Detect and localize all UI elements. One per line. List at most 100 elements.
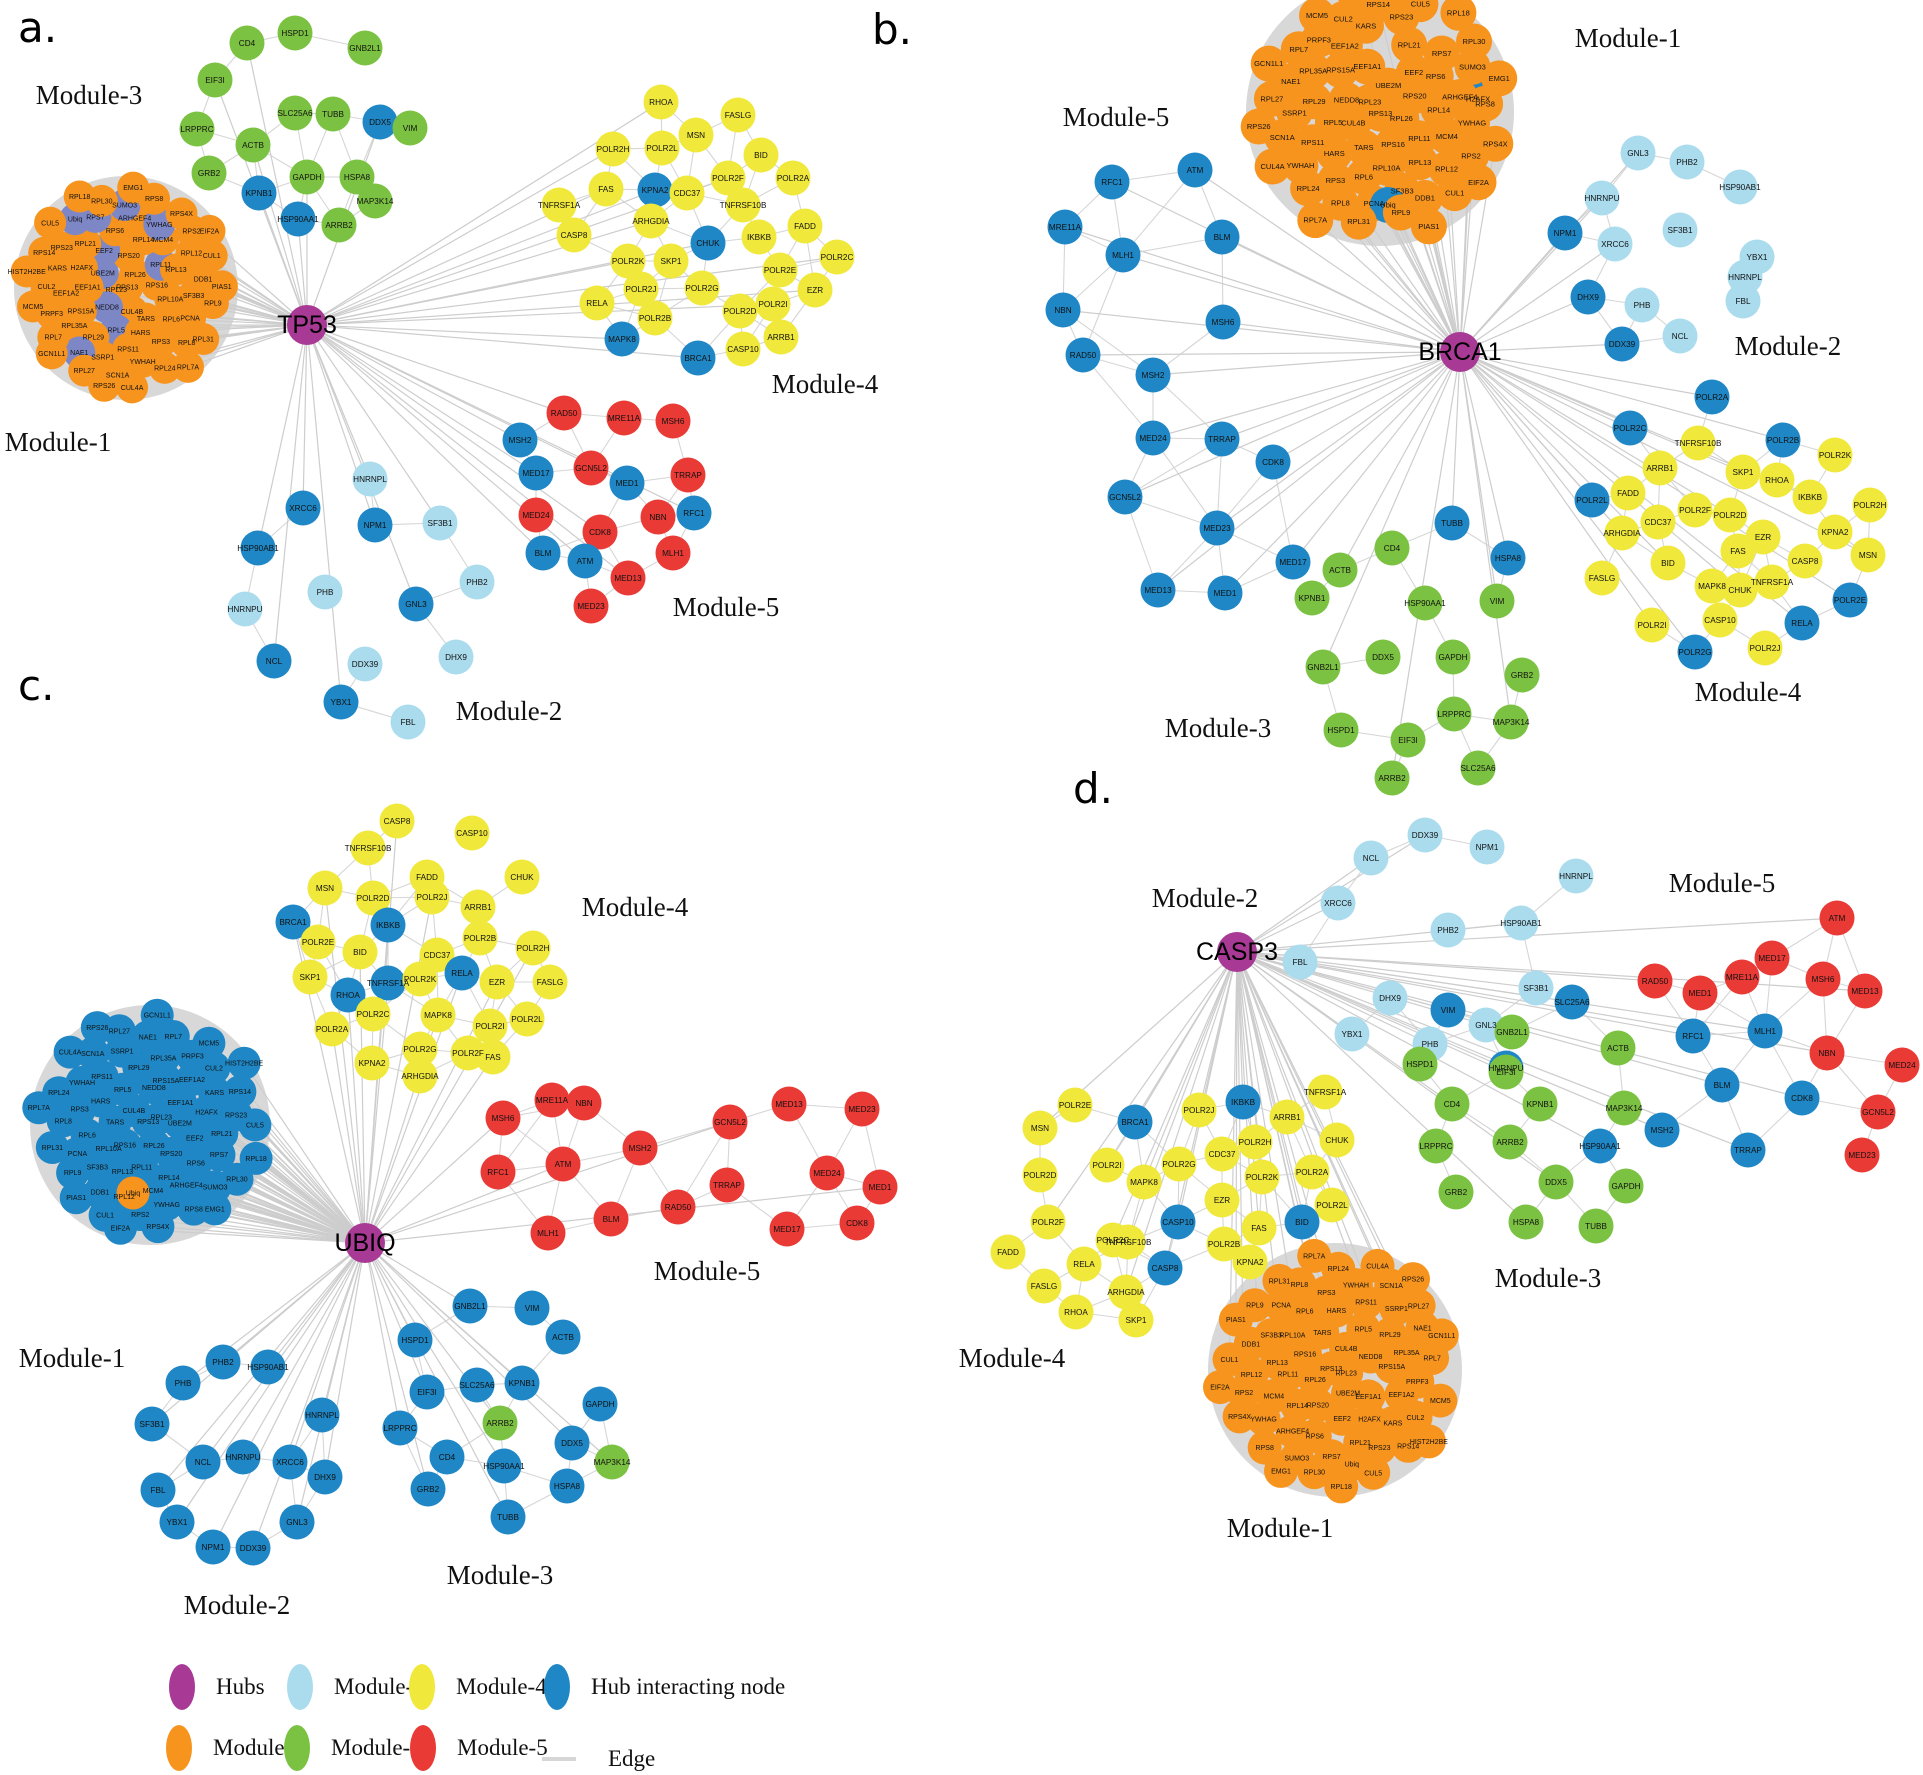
node-RPL7A[interactable] (1297, 1238, 1332, 1273)
node-XRCC6[interactable] (285, 490, 321, 526)
node-ARRB1[interactable] (1642, 450, 1678, 486)
node-NCL[interactable] (185, 1444, 221, 1480)
node-DHX9[interactable] (307, 1459, 343, 1495)
node-GCN5L2[interactable] (1107, 479, 1143, 515)
node-HSPA8[interactable] (1490, 540, 1526, 576)
node-CHUK[interactable] (690, 225, 726, 261)
hub-TP53[interactable] (287, 305, 327, 345)
node-GCN1L1[interactable] (140, 998, 174, 1032)
node-POLR2L[interactable] (1574, 482, 1610, 518)
node-RPL7A[interactable] (1297, 202, 1334, 239)
node-FAS[interactable] (588, 171, 624, 207)
node-Ubiq[interactable] (116, 1176, 150, 1210)
node-MED23[interactable] (844, 1091, 880, 1127)
node-CUL5[interactable] (1356, 1455, 1391, 1490)
node-ATM[interactable] (567, 543, 603, 579)
node-CASP8[interactable] (556, 217, 592, 253)
node-GNL3[interactable] (1620, 135, 1656, 171)
node-HNRNPL[interactable] (1558, 858, 1594, 894)
node-EIF2A[interactable] (1460, 164, 1497, 201)
node-MSN[interactable] (678, 117, 714, 153)
node-IKBKB[interactable] (741, 219, 777, 255)
node-POLR2L[interactable] (644, 130, 680, 166)
node-RPL24[interactable] (148, 351, 181, 384)
node-CDC37[interactable] (1204, 1136, 1240, 1172)
node-YBX1[interactable] (159, 1504, 195, 1540)
node-EMG1[interactable] (117, 171, 150, 204)
node-RPL31[interactable] (35, 1131, 69, 1164)
node-RFC1[interactable] (480, 1154, 516, 1190)
node-POLR2E[interactable] (762, 252, 798, 288)
node-RPL21[interactable] (69, 227, 102, 260)
node-ARRB1[interactable] (1269, 1099, 1305, 1135)
node-KARS[interactable] (198, 1076, 231, 1109)
node-KPNB1[interactable] (504, 1365, 540, 1401)
node-NPM1[interactable] (1469, 829, 1505, 865)
node-POLR2G[interactable] (402, 1031, 438, 1067)
node-HNRNPU[interactable] (1584, 180, 1620, 216)
node-GRB2[interactable] (1504, 657, 1540, 693)
node-XRCC6[interactable] (1597, 226, 1633, 262)
node-GAPDH[interactable] (582, 1386, 618, 1422)
node-XRCC6[interactable] (272, 1444, 308, 1480)
node-KPNB1[interactable] (241, 175, 277, 211)
node-CUL4A[interactable] (1254, 148, 1291, 185)
node-TUBB[interactable] (1578, 1208, 1614, 1244)
node-RPL18[interactable] (1324, 1469, 1359, 1504)
node-ARRB2[interactable] (482, 1405, 518, 1441)
node-MED23[interactable] (573, 588, 609, 624)
node-PHB2[interactable] (1430, 912, 1466, 948)
node-RPL30[interactable] (1297, 1455, 1332, 1490)
node-CASP10[interactable] (1160, 1204, 1196, 1240)
node-TNFRSF1A[interactable] (370, 965, 406, 1001)
node-CDC37[interactable] (669, 175, 705, 211)
node-GRB2[interactable] (191, 155, 227, 191)
node-TNFRSF1A[interactable] (541, 187, 577, 223)
node-ARHGDIA[interactable] (402, 1058, 438, 1094)
node-CHUK[interactable] (1722, 572, 1758, 608)
node-POLR2L[interactable] (1314, 1187, 1350, 1223)
node-HSPA8[interactable] (549, 1468, 585, 1504)
node-MED13[interactable] (771, 1086, 807, 1122)
node-GAPDH[interactable] (289, 159, 325, 195)
node-KPNA2[interactable] (354, 1045, 390, 1081)
node-VIM[interactable] (392, 110, 428, 146)
node-HSPD1[interactable] (1402, 1046, 1438, 1082)
node-DDX39[interactable] (1604, 326, 1640, 362)
node-MAPK8[interactable] (604, 321, 640, 357)
node-PHB2[interactable] (459, 564, 495, 600)
node-RHOA[interactable] (1759, 462, 1795, 498)
node-GRB2[interactable] (1438, 1174, 1474, 1210)
node-HSPA8[interactable] (1508, 1204, 1544, 1240)
node-RELA[interactable] (1066, 1246, 1102, 1282)
node-EMG1[interactable] (198, 1192, 232, 1226)
node-POLR2E[interactable] (1057, 1087, 1093, 1123)
node-BID[interactable] (743, 137, 779, 173)
node-GCN1L1[interactable] (1250, 45, 1287, 82)
node-ARRB1[interactable] (763, 319, 799, 355)
node-LRPPRC[interactable] (1418, 1128, 1454, 1164)
node-RPL7A[interactable] (172, 350, 204, 383)
node-HSP90AB1[interactable] (250, 1349, 286, 1385)
node-CUL1[interactable] (195, 239, 228, 272)
node-CHUK[interactable] (504, 859, 540, 895)
node-POLR2G[interactable] (1677, 634, 1713, 670)
node-PHB2[interactable] (205, 1344, 241, 1380)
node-TUBB[interactable] (315, 96, 351, 132)
node-CD4[interactable] (229, 25, 265, 61)
node-HSP90AB1[interactable] (1503, 905, 1539, 941)
node-FBL[interactable] (1282, 944, 1318, 980)
node-GNL3[interactable] (398, 586, 434, 622)
node-CUL4A[interactable] (53, 1035, 87, 1069)
node-RFC1[interactable] (676, 495, 712, 531)
node-RPL5[interactable] (1346, 1311, 1381, 1346)
node-RPL18[interactable] (1440, 0, 1477, 31)
node-POLR2C[interactable] (355, 996, 391, 1032)
node-HIST2H2BE[interactable] (1338, 0, 1374, 14)
node-POLR2K[interactable] (610, 243, 646, 279)
node-YBX1[interactable] (1334, 1016, 1370, 1052)
node-RAD50[interactable] (1065, 337, 1101, 373)
node-POLR2A[interactable] (775, 160, 811, 196)
node-EIF3I[interactable] (1390, 722, 1426, 758)
node-POLR2J[interactable] (1181, 1092, 1217, 1128)
